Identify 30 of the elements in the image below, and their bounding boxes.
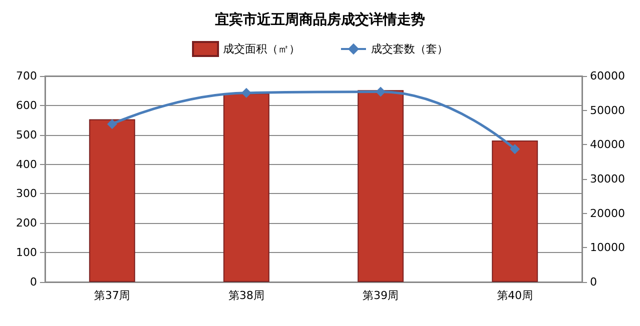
y-tick-label: 700 (16, 70, 37, 82)
y-tick-label: 300 (16, 187, 37, 200)
bar (358, 90, 404, 282)
y2-tick-label: 50000 (590, 104, 625, 117)
legend-label: 成交面积（㎡） (223, 42, 300, 56)
y-tick-label: 200 (16, 216, 37, 230)
x-tick-label: 第39周 (362, 289, 399, 302)
y2-tick-label: 40000 (590, 138, 625, 152)
y-tick-label: 500 (16, 128, 37, 142)
y-tick-label: 400 (16, 158, 37, 171)
y-tick-label: 600 (16, 98, 37, 112)
legend-label: 成交套数（套） (371, 42, 448, 56)
y-tick-label: 0 (30, 276, 37, 288)
bar (223, 93, 270, 282)
y-tick-label: 100 (16, 246, 37, 260)
y2-tick-label: 60000 (590, 70, 625, 82)
bar (89, 119, 136, 282)
x-tick-label: 第38周 (228, 289, 264, 302)
y2-tick-label: 10000 (590, 241, 625, 254)
point (510, 144, 520, 154)
y2-tick-label: 0 (590, 276, 597, 288)
point (241, 88, 252, 98)
x-tick-label: 第37周 (94, 289, 130, 302)
x-tick-label: 第40周 (496, 289, 533, 302)
point (107, 119, 118, 130)
y2-tick-label: 30000 (590, 172, 625, 186)
chart-title: 宜宾市近五周商品房成交详情走势 (215, 11, 425, 28)
y2-tick-label: 20000 (590, 206, 625, 220)
point (376, 86, 386, 97)
bar (492, 140, 538, 282)
